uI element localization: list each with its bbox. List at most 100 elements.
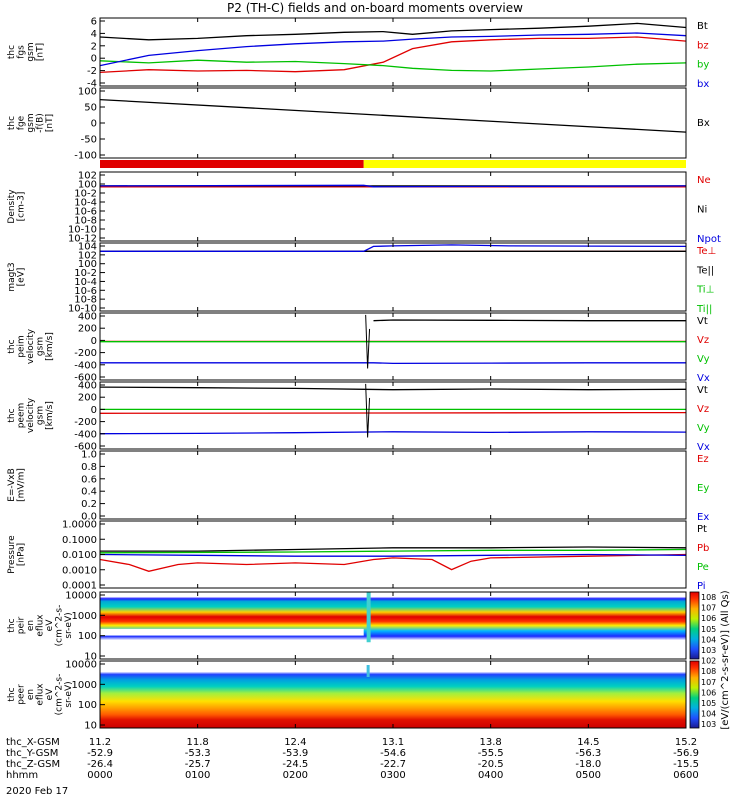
y-tick-label: 2 bbox=[91, 41, 97, 52]
legend-pe: Pe bbox=[697, 562, 709, 573]
y-tick-label: 0 bbox=[91, 336, 97, 347]
series-bt bbox=[99, 22, 687, 41]
colorbar-tick-label: 107 bbox=[701, 604, 716, 613]
y-tick-label: 0.0100 bbox=[62, 550, 97, 561]
legend-ne: Ne bbox=[697, 175, 711, 186]
legend-ez: Ez bbox=[697, 454, 709, 465]
mode-segment bbox=[363, 160, 686, 168]
colorbar-tick-label: 104 bbox=[701, 635, 716, 644]
y-axis-label-line: thc bbox=[7, 45, 17, 59]
y-tick-label: 10-10 bbox=[68, 225, 97, 236]
y-axis-label-line: eV bbox=[45, 688, 55, 701]
legend-pb: Pb bbox=[697, 543, 709, 554]
y-tick-label: -400 bbox=[74, 360, 97, 371]
legend-vt: Vt bbox=[697, 316, 708, 327]
y-axis-label-line: (cm^2-s- bbox=[55, 674, 65, 716]
spectrogram-spike bbox=[366, 665, 370, 677]
y-axis-label: Pressure [nPa] bbox=[7, 535, 27, 574]
y-axis-label-line: fge bbox=[17, 115, 27, 130]
footer-value: -22.7 bbox=[380, 759, 406, 770]
footer-value: 11.2 bbox=[89, 737, 111, 748]
footer-value: 11.8 bbox=[187, 737, 209, 748]
series-pb bbox=[99, 553, 687, 572]
footer-value: -25.7 bbox=[185, 759, 211, 770]
spectrogram-gap bbox=[100, 628, 364, 636]
footer-row-label: hhmm bbox=[6, 770, 38, 781]
y-axis-label-line: peim bbox=[17, 335, 27, 358]
y-tick-label: 10-2 bbox=[74, 268, 97, 279]
y-axis-label-line: gsm bbox=[36, 337, 46, 356]
y-axis-label-line: gsm bbox=[26, 113, 36, 132]
panel-frame bbox=[99, 381, 687, 450]
footer-value: -56.3 bbox=[575, 748, 601, 759]
colorbar bbox=[689, 660, 700, 729]
series-pt bbox=[100, 546, 687, 552]
y-axis-label: thc fge gsm -f(B) [nT] bbox=[7, 113, 55, 133]
panel-1: 642 0-2 -4 thc fgs gsm [nT] Bt bz by bx bbox=[7, 17, 709, 91]
y-tick-label: 102 bbox=[78, 250, 97, 261]
y-tick-label: 10000 bbox=[65, 660, 97, 671]
y-axis-label-line: magt3 bbox=[7, 262, 17, 291]
y-axis-label-line: [cm-3] bbox=[17, 192, 27, 222]
y-tick-label: 1.0000 bbox=[62, 520, 97, 531]
y-axis-label: Density [cm-3] bbox=[7, 189, 27, 224]
y-tick-label: 1000 bbox=[72, 680, 97, 691]
footer-value: 15.2 bbox=[675, 737, 697, 748]
y-axis-label-line: thc bbox=[7, 687, 17, 701]
y-tick-label: -400 bbox=[74, 429, 97, 440]
y-tick-label: -4 bbox=[87, 79, 97, 90]
y-tick-label: -50 bbox=[81, 135, 97, 146]
y-tick-label: -100 bbox=[74, 151, 97, 162]
y-axis-label: thc peer en eflux eV (cm^2-s-sr-eV) bbox=[7, 674, 74, 716]
series-vx bbox=[99, 431, 687, 435]
panel-2: 100 50 0 -50 -100 thc fge gsm -f(B) [nT] Bx bbox=[7, 87, 710, 162]
series-pe bbox=[99, 548, 687, 554]
legend-vy: Vy bbox=[697, 354, 710, 365]
y-axis-label-line: [mV/m] bbox=[17, 468, 27, 502]
footer-value: -26.4 bbox=[87, 759, 113, 770]
legend-ey: Ey bbox=[697, 483, 709, 494]
plot-title: P2 (TH-C) fields and on-board moments ov… bbox=[227, 1, 523, 15]
footer-value: -20.5 bbox=[478, 759, 504, 770]
footer-value: 14.5 bbox=[577, 737, 599, 748]
y-axis-label-line: velocity bbox=[26, 397, 36, 433]
colorbar-tick-label: 104 bbox=[701, 710, 716, 719]
legend-vz: Vz bbox=[697, 335, 709, 346]
legend-ti: Ti|| bbox=[696, 304, 712, 315]
y-tick-label: 0 bbox=[91, 119, 97, 130]
colorbar-tick-label: 105 bbox=[701, 699, 716, 708]
y-axis-label-line: eflux bbox=[36, 683, 46, 706]
y-tick-label: 0.8 bbox=[81, 462, 97, 473]
y-axis-label-line: velocity bbox=[26, 328, 36, 364]
panel-3 bbox=[100, 160, 686, 168]
y-tick-label: 102 bbox=[78, 171, 97, 182]
y-tick-label: 1.0 bbox=[81, 450, 97, 461]
y-tick-label: 4 bbox=[91, 29, 97, 40]
legend-bx: Bx bbox=[697, 118, 710, 129]
y-tick-label: 0.0 bbox=[81, 512, 97, 523]
footer-value: 12.4 bbox=[284, 737, 306, 748]
colorbar-tick-label: 106 bbox=[701, 688, 716, 697]
colorbar-tick-label: 105 bbox=[701, 625, 716, 634]
y-axis-label-line: thc bbox=[7, 339, 17, 353]
y-axis-label-line: gsm bbox=[26, 42, 36, 61]
colorbar-tick-label: 108 bbox=[701, 667, 716, 676]
panel-11: 10000 1000 100 10 thc peer en eflux eV (cm^2-s-sr… bbox=[7, 660, 687, 732]
y-tick-label: 10-4 bbox=[74, 277, 97, 288]
legend-pi: Pi bbox=[697, 581, 706, 592]
y-axis-label-line: [km/s] bbox=[45, 401, 55, 430]
y-axis-label-line: thc bbox=[7, 408, 17, 422]
panel-8: 1.00.80.6 0.40.2 0.0 E=-VxB [mV/m] Ez Ey Ex bbox=[7, 450, 709, 524]
series-pi bbox=[99, 553, 687, 557]
footer-row-label: thc_X-GSM bbox=[6, 737, 60, 748]
y-axis-label-line: [eV] bbox=[17, 268, 27, 287]
y-tick-label: 10-6 bbox=[74, 286, 97, 297]
y-tick-label: 10-2 bbox=[74, 189, 97, 200]
spectrogram-spike bbox=[366, 592, 371, 643]
panel-frame bbox=[99, 87, 687, 159]
y-tick-label: 100 bbox=[78, 87, 97, 98]
y-axis-label-line: [km/s] bbox=[45, 332, 55, 361]
colorbar-tick-label: 108 bbox=[701, 593, 716, 602]
